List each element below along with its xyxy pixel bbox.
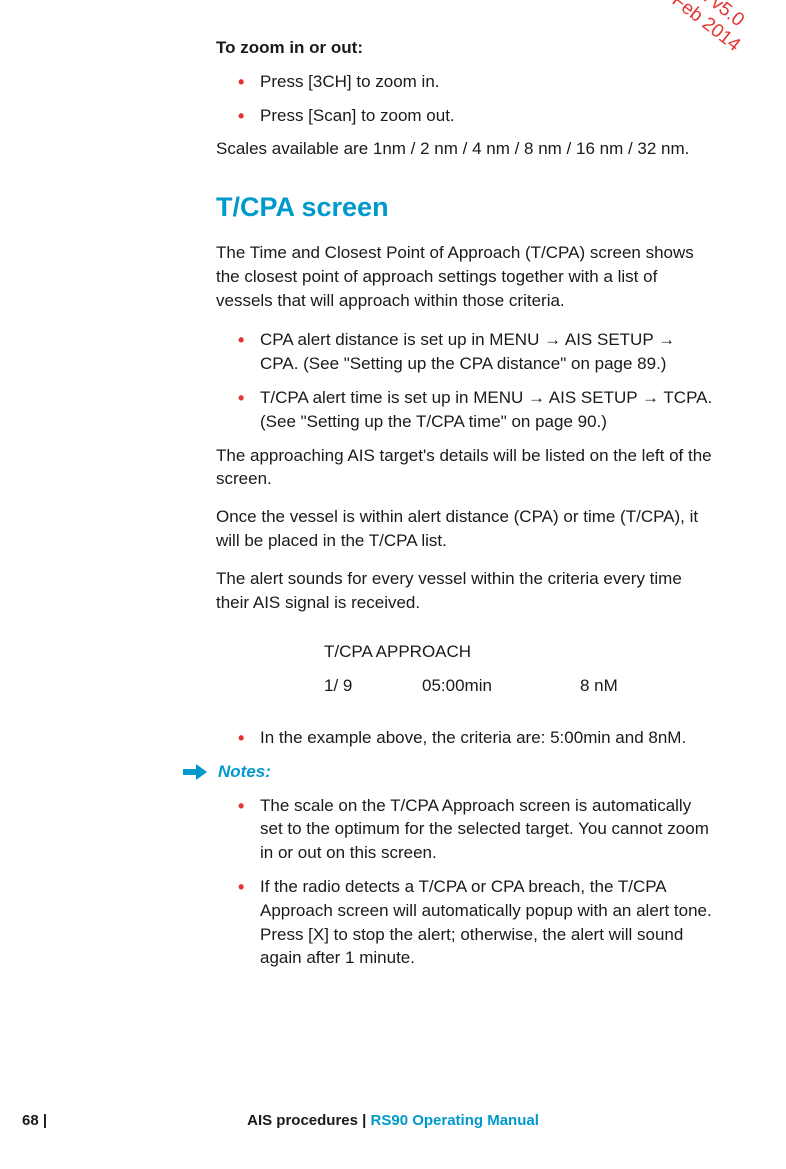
list-item: Press [Scan] to zoom out. xyxy=(238,104,714,128)
tcpa-para1: The approaching AIS target's details wil… xyxy=(216,444,714,492)
list-item: In the example above, the criteria are: … xyxy=(238,726,714,750)
tcpa-para2: Once the vessel is within alert distance… xyxy=(216,505,714,553)
tcpa-para3: The alert sounds for every vessel within… xyxy=(216,567,714,615)
footer-section: AIS procedures | xyxy=(247,1112,370,1129)
list-item: If the radio detects a T/CPA or CPA brea… xyxy=(238,875,714,970)
setup-list: CPA alert distance is set up in MENU → A… xyxy=(238,328,714,433)
example-col1: 1/ 9 xyxy=(324,674,422,698)
page-footer: 68 | AIS procedures | RS90 Operating Man… xyxy=(0,1110,786,1131)
list-item: T/CPA alert time is set up in MENU → AIS… xyxy=(238,386,714,434)
footer-manual: RS90 Operating Manual xyxy=(371,1112,539,1129)
notes-heading-row: Notes: xyxy=(182,760,714,784)
list-item: Press [3CH] to zoom in. xyxy=(238,70,714,94)
zoom-list: Press [3CH] to zoom in. Press [Scan] to … xyxy=(238,70,714,128)
tcpa-intro: The Time and Closest Point of Approach (… xyxy=(216,241,714,312)
list-item: CPA alert distance is set up in MENU → A… xyxy=(238,328,714,376)
tcpa-heading: T/CPA screen xyxy=(216,189,714,227)
example-values: 1/ 9 05:00min 8 nM xyxy=(324,674,714,698)
notes-list: The scale on the T/CPA Approach screen i… xyxy=(238,794,714,971)
footer-text: AIS procedures | RS90 Operating Manual xyxy=(0,1110,786,1131)
arrow-right-icon xyxy=(182,762,208,782)
example-title: T/CPA APPROACH xyxy=(324,640,714,664)
example-block: T/CPA APPROACH 1/ 9 05:00min 8 nM xyxy=(216,640,714,698)
notes-label: Notes: xyxy=(218,760,271,784)
example-col3: 8 nM xyxy=(580,674,618,698)
list-item: The scale on the T/CPA Approach screen i… xyxy=(238,794,714,865)
example-col2: 05:00min xyxy=(422,674,580,698)
page-number: 68 | xyxy=(22,1110,47,1131)
example-note-list: In the example above, the criteria are: … xyxy=(238,726,714,750)
scales-text: Scales available are 1nm / 2 nm / 4 nm /… xyxy=(216,137,714,161)
zoom-heading: To zoom in or out: xyxy=(216,36,714,60)
page-content: To zoom in or out: Press [3CH] to zoom i… xyxy=(216,36,714,980)
